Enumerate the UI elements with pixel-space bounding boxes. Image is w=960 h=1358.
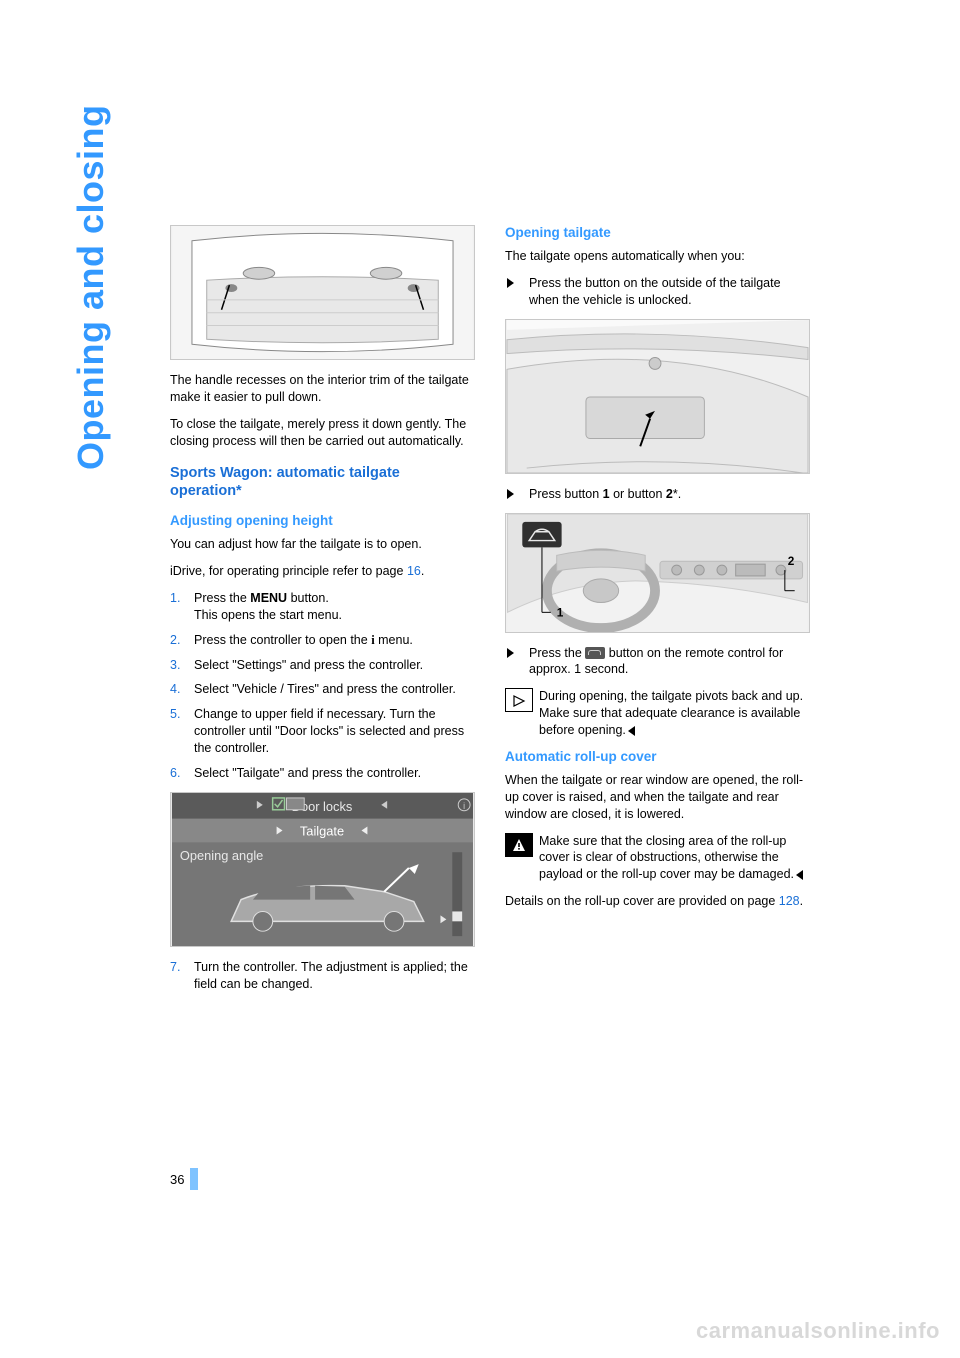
remote-tailgate-icon [585, 647, 605, 659]
note-info-icon [505, 688, 533, 712]
text: . [800, 894, 803, 908]
svg-text:1: 1 [557, 605, 564, 619]
bullet-list: Press the button on the outside of the t… [505, 275, 810, 309]
page-number-bar [190, 1168, 198, 1190]
text: Press the [529, 646, 585, 660]
bullet-press-1-or-2: Press button 1 or button 2*. [505, 486, 810, 503]
button-ref-2: 2 [666, 487, 673, 501]
warning-icon [505, 833, 533, 857]
paragraph: The handle recesses on the interior trim… [170, 372, 475, 406]
right-column: Opening tailgate The tailgate opens auto… [505, 225, 810, 1003]
page-ref-16: 16 [407, 564, 421, 578]
paragraph-idrive-ref: iDrive, for operating principle refer to… [170, 563, 475, 580]
note-text: During opening, the tailgate pivots back… [539, 688, 810, 739]
figure-tailgate-button [505, 319, 810, 474]
svg-text:Tailgate: Tailgate [300, 823, 344, 838]
steps-list-1-6: Press the MENU button. This opens the st… [170, 590, 475, 782]
text: or button [610, 487, 666, 501]
svg-text:Opening angle: Opening angle [180, 848, 263, 863]
text: Details on the roll-up cover are provide… [505, 894, 779, 908]
bullet-list: Press the button on the remote control f… [505, 645, 810, 679]
text: . [421, 564, 424, 578]
paragraph: When the tailgate or rear window are ope… [505, 772, 810, 823]
step-2: Press the controller to open the i menu. [170, 632, 475, 649]
text: *. [673, 487, 681, 501]
steps-list-7: Turn the controller. The adjustment is a… [170, 959, 475, 993]
bullet-outside-button: Press the button on the outside of the t… [505, 275, 810, 309]
left-column: The handle recesses on the interior trim… [170, 225, 475, 1003]
bullet-remote: Press the button on the remote control f… [505, 645, 810, 679]
svg-text:i: i [463, 801, 465, 811]
text: iDrive, for operating principle refer to… [170, 564, 407, 578]
page-number: 36 [170, 1168, 198, 1190]
step-1: Press the MENU button. This opens the st… [170, 590, 475, 624]
text: button. [287, 591, 329, 605]
text: Press button [529, 487, 603, 501]
paragraph: To close the tailgate, merely press it d… [170, 416, 475, 450]
note-clearance: During opening, the tailgate pivots back… [505, 688, 810, 739]
watermark: carmanualsonline.info [696, 1318, 940, 1344]
figure-idrive-screen: Door locks i Tailgate Opening angle [170, 792, 475, 947]
step-5: Change to upper field if necessary. Turn… [170, 706, 475, 757]
note-text: Make sure that the closing area of the r… [539, 833, 810, 884]
side-section-title: Opening and closing [70, 104, 112, 470]
svg-text:2: 2 [788, 554, 795, 568]
heading-rollup-cover: Automatic roll-up cover [505, 749, 810, 764]
text: Press the controller to open the [194, 633, 371, 647]
figure-tailgate-trim [170, 225, 475, 360]
figure-dashboard-buttons: 1 2 [505, 513, 810, 633]
paragraph: The tailgate opens automatically when yo… [505, 248, 810, 265]
menu-button-label: MENU [250, 591, 287, 605]
page-ref-128: 128 [779, 894, 800, 908]
text: menu. [375, 633, 413, 647]
button-ref-1: 1 [603, 487, 610, 501]
text: This opens the start menu. [194, 608, 342, 622]
text: Make sure that the closing area of the r… [539, 834, 794, 882]
end-triangle-icon [796, 870, 803, 880]
note-warning: Make sure that the closing area of the r… [505, 833, 810, 884]
step-4: Select "Vehicle / Tires" and press the c… [170, 681, 475, 698]
page-number-value: 36 [170, 1172, 184, 1187]
end-triangle-icon [628, 726, 635, 736]
manual-page: Opening and closing [0, 0, 960, 1358]
content-columns: The handle recesses on the interior trim… [170, 225, 810, 1003]
step-6: Select "Tailgate" and press the controll… [170, 765, 475, 782]
text: Press the [194, 591, 250, 605]
heading-sports-wagon: Sports Wagon: automatic tailgate operati… [170, 464, 475, 502]
paragraph-details-ref: Details on the roll-up cover are provide… [505, 893, 810, 910]
paragraph: You can adjust how far the tailgate is t… [170, 536, 475, 553]
heading-opening-tailgate: Opening tailgate [505, 225, 810, 240]
step-3: Select "Settings" and press the controll… [170, 657, 475, 674]
bullet-list: Press button 1 or button 2*. [505, 486, 810, 503]
step-7: Turn the controller. The adjustment is a… [170, 959, 475, 993]
text: During opening, the tailgate pivots back… [539, 689, 803, 737]
heading-adjust-height: Adjusting opening height [170, 513, 475, 528]
